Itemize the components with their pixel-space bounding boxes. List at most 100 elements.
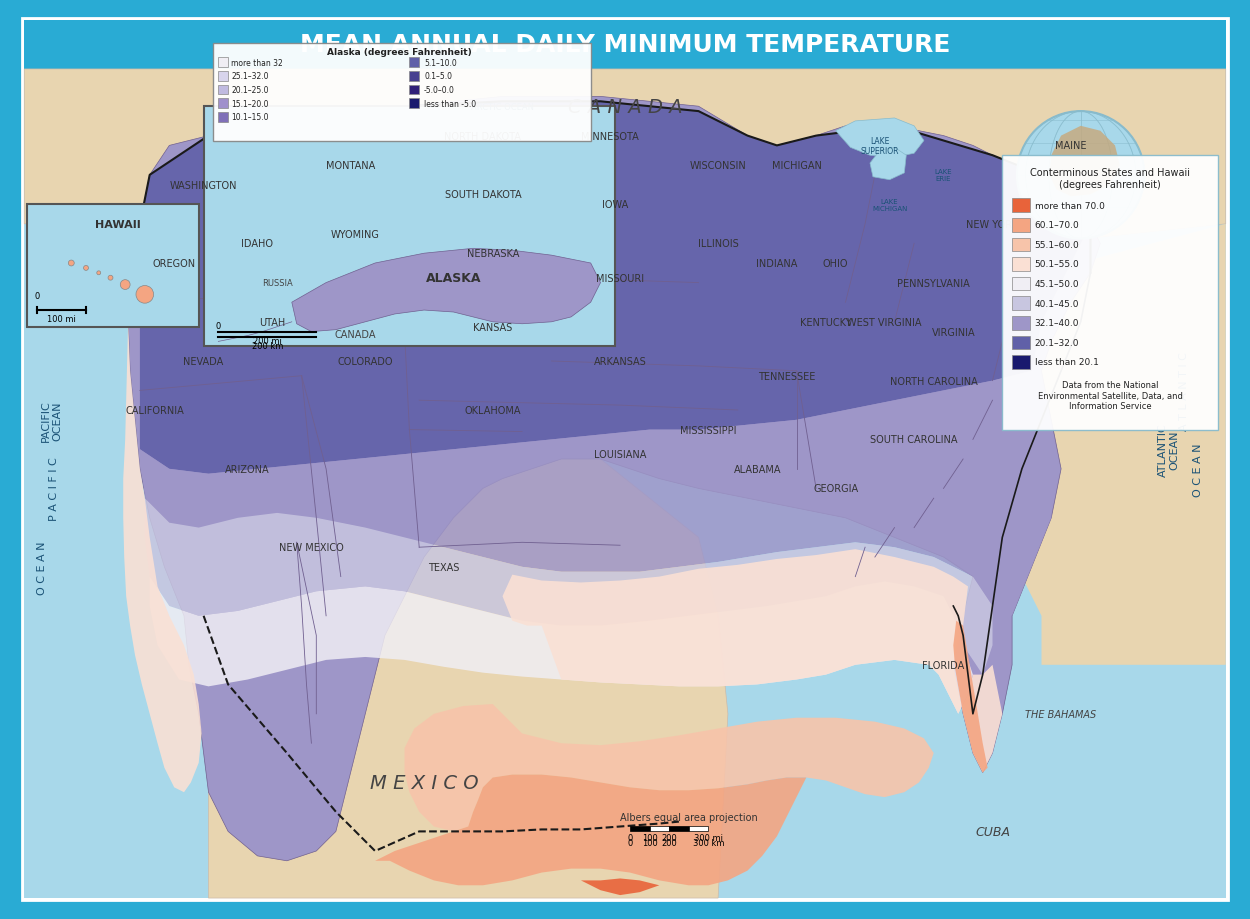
Text: RUSSIA: RUSSIA [261, 278, 292, 288]
Text: 200: 200 [661, 834, 678, 843]
Bar [410, 85, 419, 96]
Bar [669, 825, 689, 832]
Text: SOUTH CAROLINA: SOUTH CAROLINA [870, 435, 958, 445]
Polygon shape [296, 165, 385, 224]
Text: 10.1–15.0: 10.1–15.0 [231, 113, 269, 122]
Text: FLORIDA: FLORIDA [922, 660, 965, 670]
Text: Data from the National
Environmental Satellite, Data, and
Information Service: Data from the National Environmental Sat… [1038, 381, 1182, 411]
Text: NEBRASKA: NEBRASKA [466, 249, 519, 259]
Text: 55.1–60.0: 55.1–60.0 [1035, 241, 1080, 250]
Text: more than 70.0: more than 70.0 [1035, 201, 1105, 210]
Bar [1013, 238, 1030, 252]
Polygon shape [581, 879, 659, 895]
Circle shape [84, 267, 89, 271]
Text: Conterminous States and Hawaii
(degrees Fahrenheit): Conterminous States and Hawaii (degrees … [1030, 168, 1190, 189]
Text: PACIFIC
OCEAN: PACIFIC OCEAN [41, 400, 62, 441]
Circle shape [136, 286, 154, 304]
Text: less than 20.1: less than 20.1 [1035, 358, 1099, 367]
Bar [650, 825, 669, 832]
Text: O C E A N: O C E A N [38, 540, 48, 594]
Text: MISSOURI: MISSOURI [596, 274, 644, 283]
Bar [1013, 316, 1030, 330]
Text: O C E A N: O C E A N [1194, 443, 1204, 496]
Circle shape [120, 280, 130, 290]
Bar [1013, 356, 1030, 369]
Polygon shape [503, 550, 1002, 773]
Text: 100: 100 [641, 834, 658, 843]
Text: 300 mi: 300 mi [694, 834, 722, 843]
Polygon shape [124, 323, 201, 792]
Text: KENTUCKY: KENTUCKY [800, 317, 851, 327]
Circle shape [96, 271, 101, 276]
Text: CUBA: CUBA [975, 825, 1010, 838]
Text: NEW MEXICO: NEW MEXICO [279, 542, 344, 552]
Text: LAKE
SUPERIOR: LAKE SUPERIOR [860, 137, 899, 156]
Text: NORTH DAKOTA: NORTH DAKOTA [445, 131, 521, 142]
Bar [219, 99, 228, 109]
Text: Alaska (degrees Fahrenheit): Alaska (degrees Fahrenheit) [328, 49, 472, 57]
Text: 20.1–25.0: 20.1–25.0 [231, 86, 269, 95]
Text: 0: 0 [216, 322, 221, 330]
Bar [1013, 258, 1030, 271]
Text: P A C I F I C: P A C I F I C [49, 457, 59, 521]
Text: INDIANA: INDIANA [756, 259, 798, 268]
Polygon shape [291, 249, 600, 333]
Text: ARCTIC OCEAN: ARCTIC OCEAN [471, 103, 534, 111]
Text: A T L A N T I C: A T L A N T I C [1179, 352, 1189, 430]
Text: LAKE
MICHIGAN: LAKE MICHIGAN [872, 199, 907, 211]
Text: WASHINGTON: WASHINGTON [170, 180, 238, 190]
Text: KANSAS: KANSAS [472, 323, 512, 333]
Text: MEAN ANNUAL DAILY MINIMUM TEMPERATURE: MEAN ANNUAL DAILY MINIMUM TEMPERATURE [300, 33, 950, 57]
Text: IDAHO: IDAHO [241, 239, 274, 249]
Text: 60.1–70.0: 60.1–70.0 [1035, 221, 1080, 230]
Text: NORTH CAROLINA: NORTH CAROLINA [890, 376, 978, 386]
Text: less than -5.0: less than -5.0 [424, 99, 476, 108]
Text: MONTANA: MONTANA [326, 161, 375, 171]
Text: TEXAS: TEXAS [428, 562, 460, 573]
Polygon shape [375, 775, 806, 885]
Circle shape [107, 276, 112, 281]
Text: UTAH: UTAH [259, 317, 285, 327]
Text: ARKANSAS: ARKANSAS [594, 357, 646, 367]
Text: 0: 0 [628, 838, 632, 847]
Bar [219, 113, 228, 123]
Polygon shape [1049, 127, 1120, 198]
Text: MICHIGAN: MICHIGAN [771, 161, 821, 171]
Text: 200 km: 200 km [251, 342, 282, 351]
Text: 20.1–32.0: 20.1–32.0 [1035, 338, 1079, 347]
Text: MAINE: MAINE [1055, 142, 1086, 152]
Text: WISCONSIN: WISCONSIN [690, 161, 746, 171]
Text: 32.1–40.0: 32.1–40.0 [1035, 319, 1079, 328]
Text: OHIO: OHIO [822, 259, 849, 268]
Text: IOWA: IOWA [602, 200, 629, 210]
Text: NEW YORK: NEW YORK [966, 220, 1019, 230]
Text: ARIZONA: ARIZONA [225, 464, 270, 474]
Polygon shape [405, 704, 934, 832]
Polygon shape [992, 224, 1226, 665]
Polygon shape [140, 371, 1051, 616]
Bar [28, 205, 199, 327]
Text: C A N A D A: C A N A D A [568, 97, 682, 117]
Text: 300 km: 300 km [693, 838, 724, 847]
Text: 15.1–20.0: 15.1–20.0 [231, 99, 269, 108]
Polygon shape [209, 440, 727, 898]
Circle shape [69, 261, 74, 267]
Text: -5.0–0.0: -5.0–0.0 [424, 86, 455, 95]
Text: LOUISIANA: LOUISIANA [594, 449, 646, 460]
Bar [24, 21, 1226, 70]
Text: ILLINOIS: ILLINOIS [698, 239, 739, 249]
Bar [1013, 219, 1030, 233]
Text: MISSISSIPPI: MISSISSIPPI [680, 425, 736, 435]
Text: SOUTH DAKOTA: SOUTH DAKOTA [445, 190, 521, 200]
Bar [410, 99, 419, 109]
Polygon shape [870, 148, 906, 180]
Text: WYOMING: WYOMING [331, 230, 380, 239]
Polygon shape [140, 102, 1090, 474]
Text: HAWAII: HAWAII [95, 220, 141, 230]
Text: M E X I C O: M E X I C O [370, 773, 479, 792]
Text: 5.1–10.0: 5.1–10.0 [424, 59, 456, 67]
Text: 200: 200 [661, 838, 678, 847]
Polygon shape [954, 621, 988, 773]
Text: 45.1–50.0: 45.1–50.0 [1035, 279, 1079, 289]
Bar [219, 72, 228, 82]
